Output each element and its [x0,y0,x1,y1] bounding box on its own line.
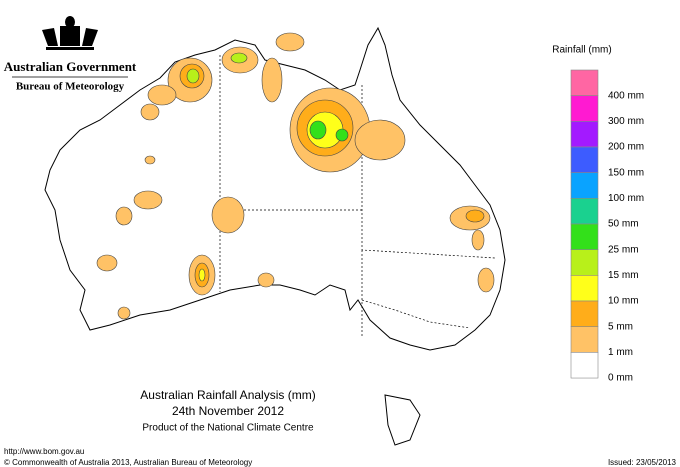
map-title: Australian Rainfall Analysis (mm) [140,388,315,402]
rainfall-areas [96,32,495,320]
legend-swatch [570,352,599,379]
legend-swatch [570,69,599,96]
legend: 400 mm 300 mm 200 mm 150 mm 100 mm 50 mm 25 mm… [570,69,644,384]
url: http://www.bom.gov.au [4,447,84,456]
legend-label: 0 mm [608,373,633,384]
legend-label: 300 mm [608,116,644,127]
legend-label: 5 mm [608,321,633,332]
legend-swatch [570,275,599,302]
legend-label: 10 mm [608,296,639,307]
legend-swatch [570,198,599,225]
copyright: © Commonwealth of Australia 2013, Austra… [4,458,252,467]
map-date: 24th November 2012 [172,404,284,418]
legend-swatch [570,249,599,276]
legend-swatch [570,326,599,353]
agency: Bureau of Meteorology [16,81,125,93]
legend-swatch [570,146,599,173]
legend-label: 50 mm [608,219,639,230]
legend-swatch [570,95,599,122]
australia-map [44,26,506,446]
legend-label: 100 mm [608,193,644,204]
legend-label: 15 mm [608,270,639,281]
legend-swatch [570,300,599,327]
legend-label: 400 mm [608,90,644,101]
legend-label: 25 mm [608,244,639,255]
legend-swatch [570,172,599,199]
legend-label: 200 mm [608,142,644,153]
crest [42,16,98,50]
legend-swatch [570,223,599,250]
issued: Issued: 23/05/2013 [608,458,677,467]
legend-label: 1 mm [608,347,633,358]
map-subtitle: Product of the National Climate Centre [142,423,314,434]
legend-title: Rainfall (mm) [552,45,611,56]
legend-swatch [570,121,599,148]
government: Australian Government [4,59,137,74]
legend-label: 150 mm [608,167,644,178]
